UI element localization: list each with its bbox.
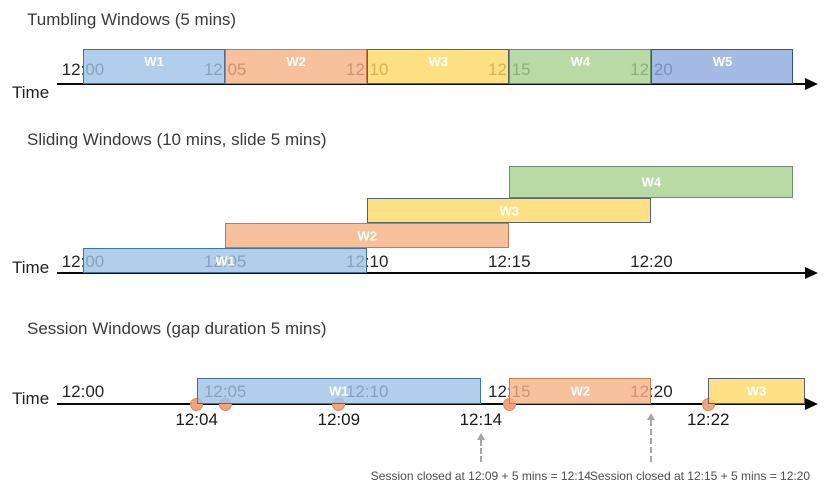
window-label: W2 [286,54,306,69]
window-tumbling-w2: W2 [225,49,368,84]
session-close-time-label: 12:14 [459,410,503,429]
window-session-w3: W3 [708,378,805,404]
arrow-tip [476,433,485,440]
axis-arrow-icon [805,78,818,90]
window-session-w1: W1 [196,378,481,404]
section-title-tumbling: Tumbling Windows (5 mins) [27,10,237,29]
window-tumbling-w4: W4 [509,49,652,84]
event-time-label: 12:09 [317,410,361,429]
window-label: W2 [357,228,377,243]
window-label: W3 [746,383,767,399]
tick-label-1215: 12:15 [488,252,531,271]
session-close-annotation: Session closed at 12:09 + 5 mins = 12:14 [370,469,591,483]
window-label: W2 [570,383,591,399]
axis-arrow-icon [805,398,818,410]
time-axis-label: Time [12,258,50,277]
window-label: W4 [641,174,662,190]
tick-label-1220: 12:20 [630,252,673,271]
window-label: W1 [215,253,235,268]
window-label: W3 [499,203,520,218]
tick-label-1200: 12:00 [61,382,105,401]
time-axis-label: Time [12,389,50,408]
section-title-sliding: Sliding Windows (10 mins, slide 5 mins) [27,130,327,149]
window-tumbling-w3: W3 [367,49,510,84]
session-close-arrow-icon [476,433,485,464]
window-label: W5 [712,54,733,69]
window-session-w2: W2 [509,378,652,404]
window-sliding-w1: W1 [83,248,368,273]
window-sliding-w2: W2 [225,223,510,248]
window-sliding-w4: W4 [509,166,794,198]
arrow-tip [647,413,656,420]
section-title-session: Session Windows (gap duration 5 mins) [27,319,327,338]
window-sliding-w3: W3 [367,198,652,223]
window-tumbling-w1: W1 [83,49,226,84]
window-label: W3 [428,54,448,69]
window-label: W1 [144,54,164,69]
time-axis-label: Time [12,83,50,102]
window-label: W1 [329,383,349,399]
time-axis-line [57,272,806,274]
time-axis-line [57,83,806,85]
session-close-arrow-icon [647,413,656,464]
window-label: W4 [570,54,591,69]
window-tumbling-w5: W5 [651,49,794,84]
axis-arrow-icon [805,267,818,279]
arrow-shaft [650,420,653,462]
event-time-label: 12:04 [175,410,218,429]
arrow-shaft [479,440,482,462]
session-close-annotation: Session closed at 12:15 + 5 mins = 12:20 [589,469,811,483]
event-time-label: 12:22 [686,410,730,429]
time-axis-line [57,403,806,405]
